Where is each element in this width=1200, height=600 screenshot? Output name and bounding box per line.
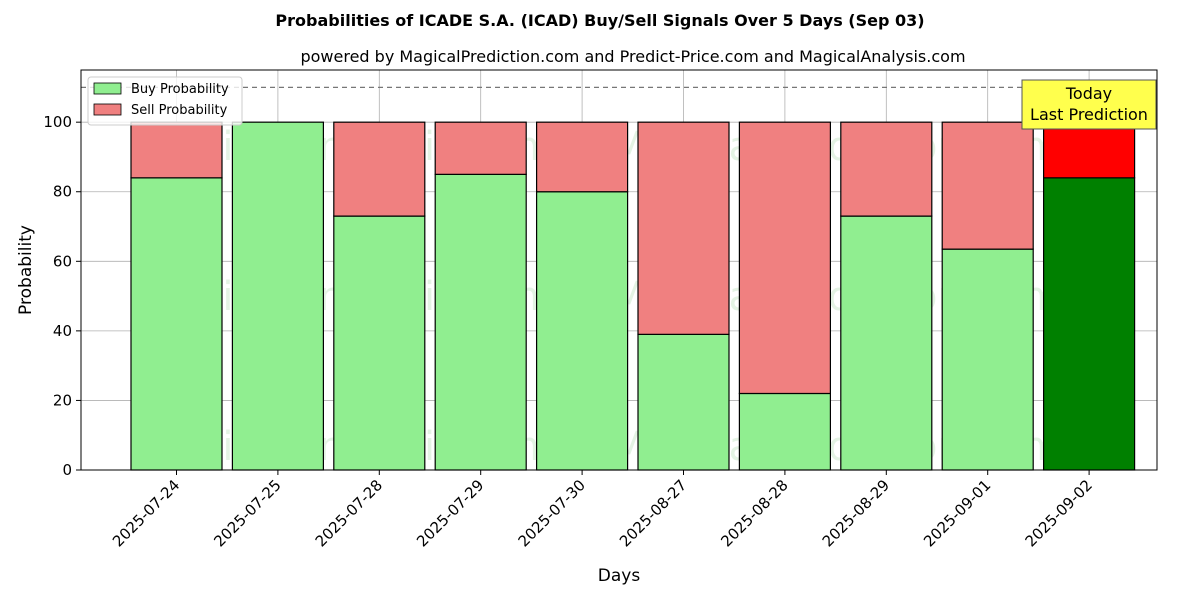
y-tick-label: 40 [53, 322, 72, 340]
today-annotation-box [1021, 79, 1157, 130]
bar-sell [738, 121, 832, 395]
today-annotation-line1: Today [1065, 84, 1112, 103]
y-axis-label: Probability [16, 225, 36, 315]
bar-sell [535, 121, 629, 193]
legend-label-buy: Buy Probability [131, 82, 229, 97]
bar-buy [535, 191, 629, 471]
bar-buy [637, 333, 730, 471]
legend-label-sell: Sell Probability [131, 103, 228, 118]
bar-sell [637, 121, 730, 335]
x-tick-label: 2025-09-01 [920, 476, 994, 550]
x-tick-label: 2025-08-28 [717, 476, 791, 550]
legend: Buy Probability Sell Probability [87, 76, 243, 126]
x-tick-label: 2025-07-25 [210, 476, 284, 550]
y-tick-label: 20 [53, 391, 72, 409]
y-tick-label: 0 [62, 461, 72, 479]
x-axis-label: Days [598, 566, 641, 586]
plot-frame [80, 69, 1158, 471]
x-tick-label: 2025-09-02 [1022, 476, 1096, 550]
bar-buy [1042, 177, 1136, 471]
chart-subtitle: powered by MagicalPrediction.com and Pre… [300, 47, 965, 66]
bar-buy [434, 173, 527, 471]
bar-buy [130, 177, 223, 471]
bar-sell [1042, 121, 1136, 179]
x-tick-label: 2025-07-24 [109, 476, 183, 550]
bar-buy [941, 248, 1034, 471]
bar-layer [130, 121, 1136, 471]
y-tick-label: 100 [43, 113, 72, 131]
bar-buy [333, 215, 426, 471]
y-tick-label: 60 [53, 252, 72, 270]
bar-buy [738, 392, 832, 471]
today-annotation: Today Last Prediction [1021, 79, 1157, 130]
bar-buy [231, 121, 324, 471]
y-ticks: 0 20 40 60 80 100 [43, 113, 81, 479]
bar-buy [840, 215, 933, 471]
x-tick-label: 2025-07-29 [413, 476, 487, 550]
x-tick-label: 2025-07-30 [515, 476, 589, 550]
bar-sell [941, 121, 1034, 250]
legend-swatch-sell [93, 103, 122, 116]
bar-sell [434, 121, 527, 175]
x-tick-label: 2025-08-27 [616, 476, 690, 550]
x-tick-label: 2025-08-29 [819, 476, 893, 550]
bar-sell [840, 121, 933, 217]
chart-title: Probabilities of ICADE S.A. (ICAD) Buy/S… [275, 11, 924, 30]
y-tick-label: 80 [53, 183, 72, 201]
legend-box [87, 76, 243, 126]
legend-swatch-buy [93, 82, 122, 95]
x-tick-label: 2025-07-28 [312, 476, 386, 550]
bar-sell [130, 121, 223, 179]
bar-sell [333, 121, 426, 217]
today-annotation-line2: Last Prediction [1030, 105, 1148, 124]
x-ticks: 2025-07-24 2025-07-25 2025-07-28 2025-07-29… [109, 470, 1096, 550]
